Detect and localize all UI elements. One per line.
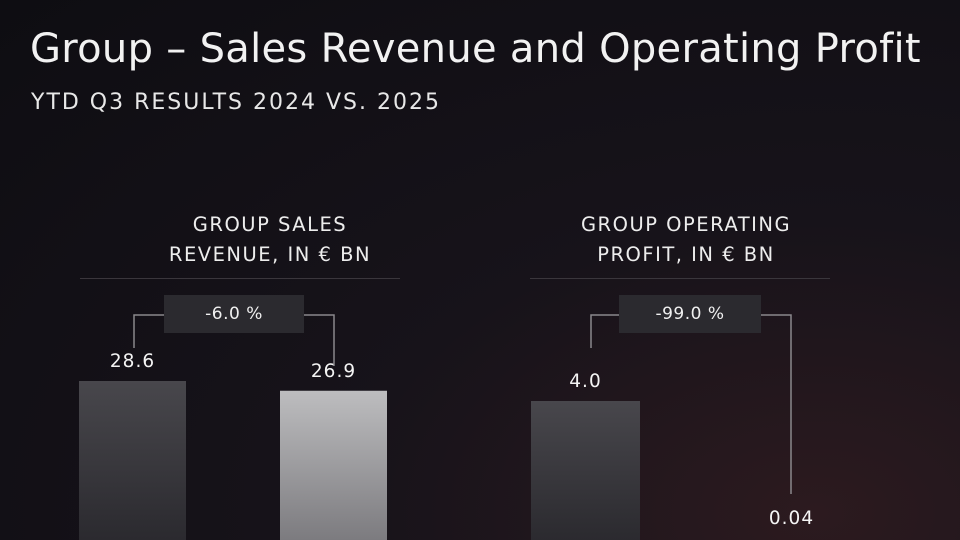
profit-change-badge: -99.0 % [619, 295, 761, 333]
page-subtitle: YTD Q3 RESULTS 2024 VS. 2025 [31, 90, 441, 115]
sales-change-badge: -6.0 % [164, 295, 304, 333]
page-title: Group – Sales Revenue and Operating Prof… [30, 26, 921, 72]
profit-title-divider [530, 278, 830, 279]
sales-chart-title-line-1: GROUP SALES [192, 213, 348, 236]
profit-value-label-2025: 0.04 [768, 508, 815, 529]
sales-bar-2024 [79, 381, 186, 540]
profit-value-label-2024: 4.0 [569, 371, 602, 392]
sales-connector-left [133, 314, 164, 348]
profit-connector-left [590, 314, 619, 348]
sales-value-label-2025: 26.9 [310, 360, 357, 382]
sales-bar-2025 [280, 390, 387, 540]
profit-chart-title-line-1: GROUP OPERATING [580, 213, 792, 236]
sales-title-divider [80, 278, 400, 279]
profit-chart-title-line-2: PROFIT, IN € BN [597, 243, 775, 266]
sales-connector-right [304, 314, 335, 366]
sales-chart-title-line-2: REVENUE, IN € BN [168, 243, 372, 266]
profit-bar-2024 [531, 401, 640, 540]
sales-chart-title: GROUP SALES REVENUE, IN € BN [70, 210, 470, 270]
profit-connector-right [761, 314, 792, 494]
sales-value-label-2024: 28.6 [109, 351, 156, 372]
profit-chart-title: GROUP OPERATING PROFIT, IN € BN [486, 210, 886, 270]
